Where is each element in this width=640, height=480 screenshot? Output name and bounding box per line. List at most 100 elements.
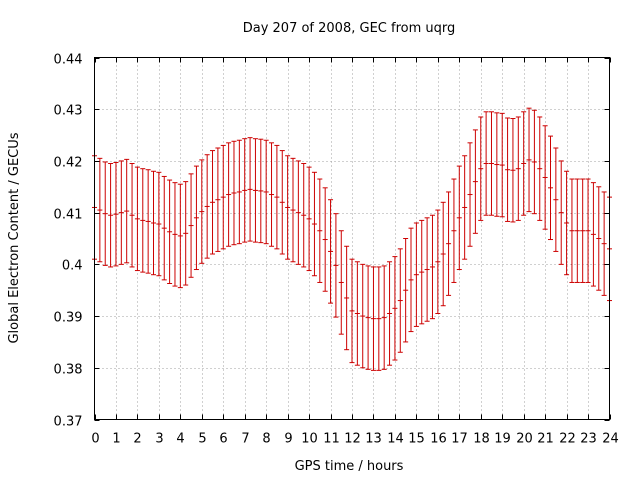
error-bar-point [596, 186, 602, 291]
x-tick-label: 2 [133, 432, 141, 447]
error-bar-point [387, 261, 393, 366]
y-tick-label: 0.43 [54, 104, 83, 119]
error-bar-point [102, 161, 108, 266]
error-bar-point [601, 191, 607, 296]
error-bar-point [269, 142, 275, 247]
error-bar-point [370, 266, 376, 371]
error-bar-point [140, 168, 146, 273]
error-bar-point [199, 159, 205, 264]
error-bar-point [204, 154, 210, 259]
y-tick-label: 0.4 [62, 259, 83, 274]
y-tick-label: 0.44 [54, 53, 83, 68]
y-axis-label: Global Electron Content / GECUs [7, 132, 22, 343]
x-ticks: 0 1 2 3 4 5 6 7 8 9 10 11 12 13 14 15 16 17 18 19 20 21 22 23 24 [91, 57, 619, 447]
error-bar-point [478, 116, 484, 221]
error-bar-point [124, 158, 130, 264]
error-bar-point [424, 217, 430, 322]
x-tick-label: 20 [516, 432, 533, 447]
error-bar-point [537, 116, 543, 221]
x-tick-label: 19 [494, 432, 511, 447]
error-bar-point [408, 227, 414, 333]
error-bar-point [295, 160, 301, 265]
chart-title: Day 207 of 2008, GEC from uqrg [243, 21, 456, 36]
error-bar-point [167, 179, 173, 284]
x-tick-label: 23 [580, 432, 597, 447]
error-bar-point [413, 222, 419, 327]
error-bar-point [145, 169, 151, 274]
error-bar-point [483, 111, 489, 216]
y-tick-label: 0.41 [54, 208, 83, 223]
error-bar-point [108, 163, 114, 268]
error-bar-point [129, 163, 135, 268]
x-tick-label: 18 [473, 432, 490, 447]
x-tick-label: 1 [112, 432, 120, 447]
error-bar-point [590, 182, 596, 287]
error-bar-point [322, 187, 328, 292]
error-bar-point [193, 165, 199, 271]
y-tick-label: 0.37 [54, 415, 83, 430]
error-bar-point [188, 173, 194, 278]
error-bar-point [515, 116, 521, 221]
error-bar-point [580, 178, 586, 283]
error-bar-point [429, 214, 435, 320]
error-bar-point [488, 111, 494, 216]
x-tick-label: 16 [430, 432, 447, 447]
x-tick-label: 3 [155, 432, 163, 447]
error-bar-point [547, 135, 553, 241]
error-bar-point [263, 139, 269, 245]
x-tick-label: 10 [301, 432, 318, 447]
error-bar-point [440, 201, 446, 307]
y-tick-label: 0.39 [54, 311, 83, 326]
error-bar-point [574, 178, 580, 283]
error-bar-point [328, 199, 334, 304]
y-tick-label: 0.42 [54, 156, 83, 171]
error-bar-point [462, 155, 468, 260]
error-bar-point [215, 147, 221, 252]
error-bar-point [467, 142, 473, 247]
error-bar-point [279, 150, 285, 255]
error-bar-point [161, 175, 167, 281]
x-tick-label: 22 [559, 432, 576, 447]
error-bar-point [226, 142, 232, 247]
error-bar-point [274, 144, 280, 250]
error-bar-point [365, 265, 371, 370]
x-tick-label: 24 [602, 432, 619, 447]
error-bar-point [118, 160, 124, 265]
error-bar-point [354, 261, 360, 366]
error-bar-point [526, 107, 532, 213]
error-bar-point [435, 209, 441, 314]
x-tick-label: 5 [198, 432, 206, 447]
x-tick-label: 9 [284, 432, 292, 447]
error-bar-point [134, 166, 140, 272]
x-tick-label: 17 [451, 432, 468, 447]
error-bar-point [113, 161, 119, 267]
error-bar-point [376, 266, 382, 371]
error-bar-point [558, 160, 564, 265]
x-tick-label: 6 [219, 432, 227, 447]
x-axis-label: GPS time / hours [295, 459, 404, 474]
error-bar-point [172, 182, 178, 287]
error-bar-point [553, 147, 559, 252]
error-bar-point [97, 157, 103, 263]
error-bar-point [311, 171, 317, 277]
error-bar-point [285, 155, 291, 260]
error-bar-point [472, 129, 478, 234]
error-bar-point [333, 213, 339, 318]
error-bars [92, 107, 612, 371]
error-bar-point [531, 109, 537, 215]
x-tick-label: 0 [91, 432, 99, 447]
error-bar-point [381, 265, 387, 370]
error-bar-point [306, 166, 312, 272]
error-bar-point [403, 238, 409, 343]
y-ticks: 0.37 0.38 0.39 0.4 0.41 0.42 0.43 0.44 [54, 53, 610, 430]
error-bar-point [360, 263, 366, 369]
x-tick-label: 12 [344, 432, 361, 447]
x-tick-label: 15 [408, 432, 425, 447]
error-bar-point [521, 111, 527, 216]
error-bar-point [569, 178, 575, 283]
x-tick-label: 21 [537, 432, 554, 447]
error-bar-point [247, 137, 253, 242]
error-bar-point [338, 230, 344, 335]
error-bar-point [242, 138, 248, 243]
